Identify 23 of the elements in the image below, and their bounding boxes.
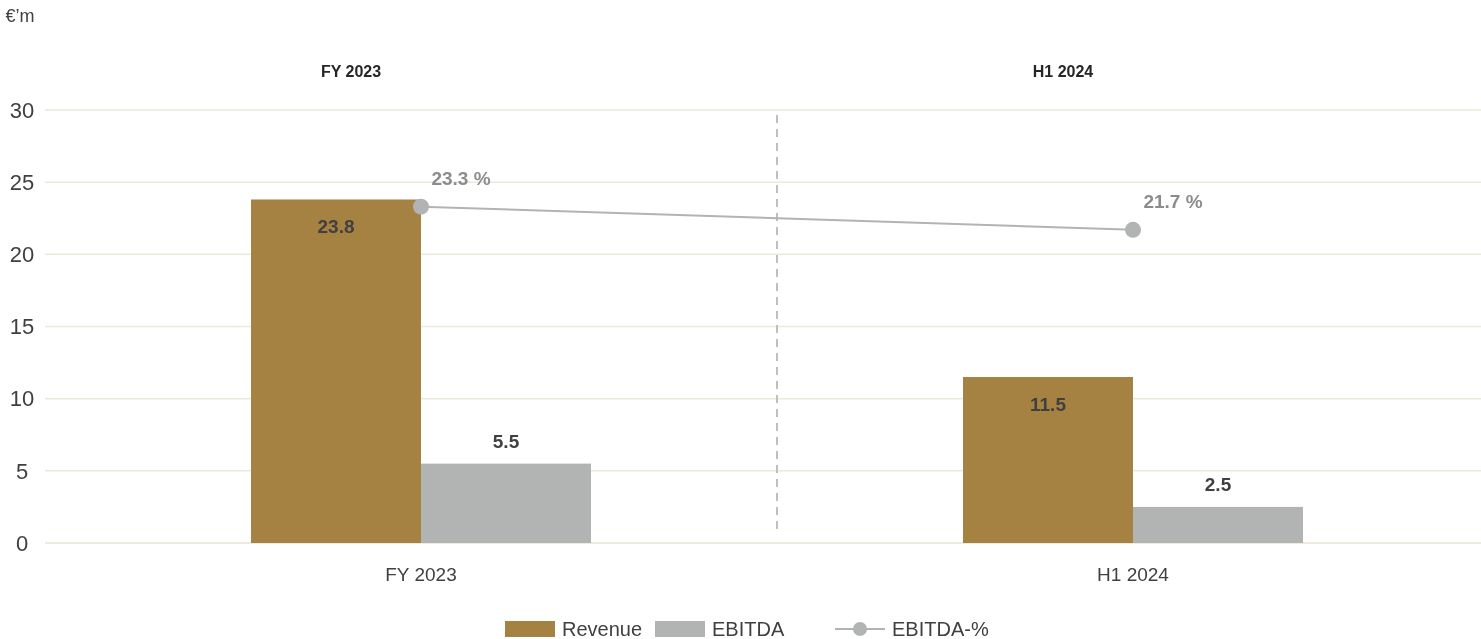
bar [421, 463, 591, 543]
y-tick-label: 25 [9, 169, 35, 195]
data-label: 5.5 [492, 430, 520, 452]
y-tick-label: 20 [9, 242, 35, 268]
legend-label: Revenue [562, 618, 643, 639]
data-label: 23.3 % [431, 167, 491, 189]
y-tick-label: 10 [9, 386, 35, 412]
y-axis-title: €’m [5, 6, 35, 26]
data-label: 23.8 [317, 216, 355, 238]
data-label: 2.5 [1204, 473, 1232, 495]
text: FY 2023 [385, 564, 457, 585]
bar [1133, 506, 1303, 543]
y-tick-label: 30 [9, 97, 35, 123]
y-tick-label: 0 [15, 530, 29, 556]
y-tick-label: 15 [9, 314, 35, 340]
legend-label: EBITDA [712, 618, 785, 639]
data-label: 11.5 [1030, 394, 1067, 416]
legend-label: EBITDA-% [892, 618, 989, 639]
text: H1 2024 [1097, 564, 1170, 585]
data-label: 21.7 % [1143, 190, 1203, 212]
bar [963, 377, 1133, 543]
y-tick-label: 5 [15, 458, 29, 484]
bar [251, 199, 421, 543]
